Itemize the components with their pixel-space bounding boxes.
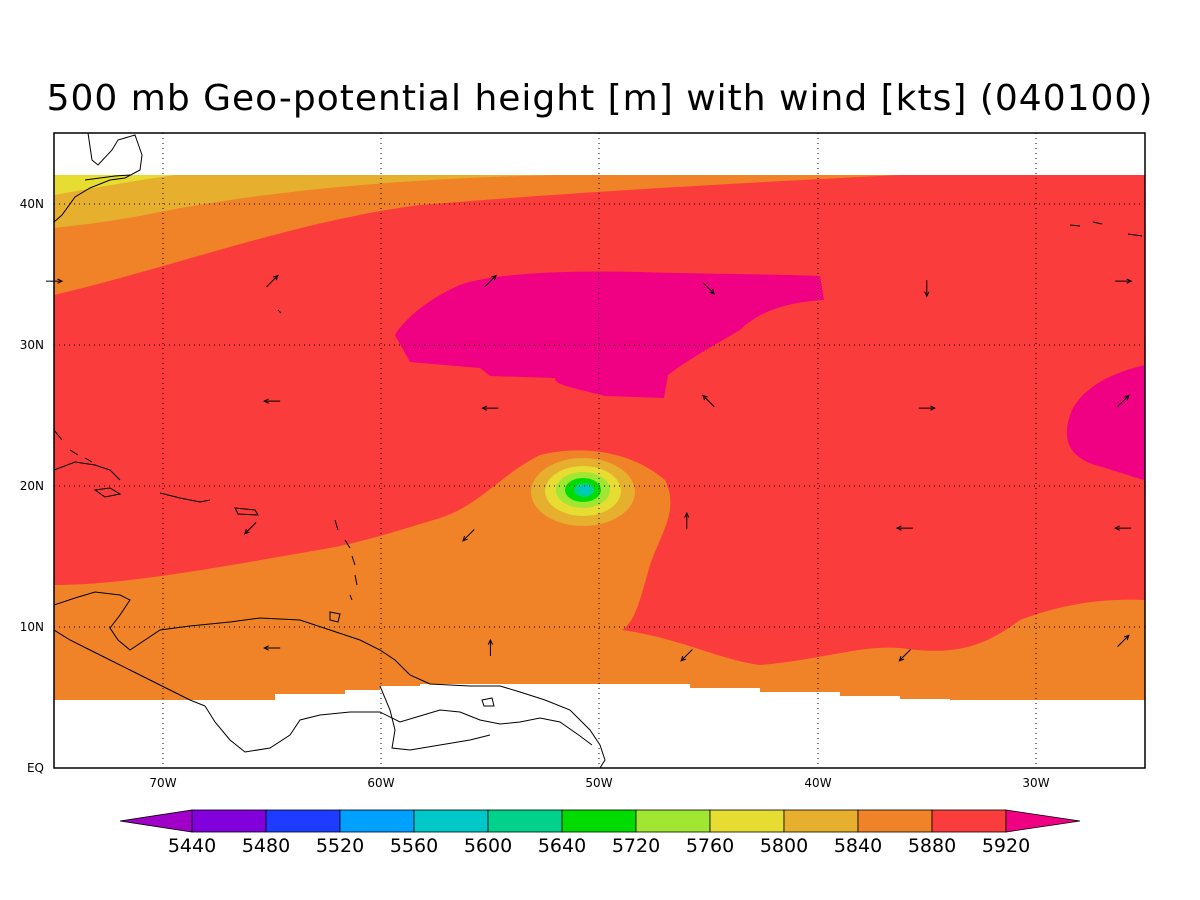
colorbar-swatch xyxy=(561,809,637,833)
wind-arrow xyxy=(924,280,930,298)
colorbar-swatch xyxy=(413,809,489,833)
band-5840-north xyxy=(54,175,560,228)
lon-label: 50W xyxy=(585,776,612,790)
colorbar xyxy=(119,809,1081,833)
map-title: 500 mb Geo-potential height [m] with win… xyxy=(46,78,1154,119)
coast-bahamas xyxy=(54,429,93,463)
wind-arrow xyxy=(702,282,716,295)
lat-label: EQ xyxy=(27,761,44,775)
lat-label: 30N xyxy=(20,338,44,352)
coastlines xyxy=(54,133,1143,768)
colorbar-swatch xyxy=(783,809,859,833)
lon-label: 30W xyxy=(1022,776,1049,790)
colorbar-swatch xyxy=(487,809,563,833)
wind-arrow xyxy=(1117,394,1130,408)
wind-arrow xyxy=(243,522,257,535)
graticule xyxy=(54,133,1145,768)
coast-hispaniola xyxy=(159,492,211,503)
colorbar-label: 5720 xyxy=(612,835,660,857)
wind-arrow xyxy=(266,274,279,288)
coast-lesser-antilles xyxy=(334,519,358,601)
wind-arrow xyxy=(462,529,475,542)
colorbar-swatch xyxy=(931,809,1007,833)
colorbar-label: 5640 xyxy=(538,835,586,857)
colorbar-label: 5800 xyxy=(760,835,808,857)
wind-arrow xyxy=(484,274,497,288)
band-5800-north xyxy=(54,175,175,195)
colorbar-label: 5880 xyxy=(908,835,956,857)
band-5880-south xyxy=(54,450,1145,700)
coast-long-island xyxy=(84,174,131,181)
colorbar-label: 5600 xyxy=(464,835,512,857)
coast-cuba xyxy=(54,461,121,481)
coast-azores xyxy=(1069,221,1143,237)
colorbar-label: 5440 xyxy=(168,835,216,857)
wind-arrow xyxy=(263,645,281,651)
lon-label: 60W xyxy=(367,776,394,790)
high-center-east xyxy=(1066,365,1145,480)
high-center-north xyxy=(395,271,824,398)
colorbar-labels: 5440 5480 5520 5560 5600 5640 5720 5760 … xyxy=(168,835,1030,857)
wind-arrow xyxy=(702,394,715,408)
wind-arrow xyxy=(898,649,911,662)
lon-axis-labels: 70W 60W 50W 40W 30W xyxy=(149,776,1049,790)
colorbar-under-triangle xyxy=(119,809,193,833)
lon-label: 70W xyxy=(149,776,176,790)
coast-jamaica xyxy=(93,487,122,498)
colorbar-swatch xyxy=(857,809,933,833)
colorbar-swatch xyxy=(339,809,415,833)
coast-north-america xyxy=(54,133,143,223)
colorbar-label: 5760 xyxy=(686,835,734,857)
wind-arrow xyxy=(481,405,499,411)
coast-island-33 xyxy=(277,309,282,314)
colorbar-over-triangle xyxy=(1005,809,1081,833)
lat-label: 10N xyxy=(20,620,44,634)
wind-arrow xyxy=(895,525,913,531)
cyclone-5600 xyxy=(580,486,590,494)
coast-south-america xyxy=(54,591,606,768)
colorbar-label: 5480 xyxy=(242,835,290,857)
coast-guianas xyxy=(379,685,491,751)
lat-label: 20N xyxy=(20,479,44,493)
lon-label: 40W xyxy=(804,776,831,790)
lat-label: 40N xyxy=(20,197,44,211)
wind-arrow xyxy=(684,511,690,530)
coast-venezuela-interior xyxy=(204,705,593,753)
colorbar-swatch xyxy=(191,809,267,833)
colorbar-swatch xyxy=(709,809,785,833)
wind-arrow xyxy=(263,398,281,404)
wind-arrow xyxy=(1114,525,1132,531)
coast-puerto-rico xyxy=(234,507,259,516)
wind-arrow xyxy=(1117,634,1130,648)
wind-arrow xyxy=(680,649,693,662)
band-5880-north xyxy=(54,175,900,295)
lat-axis-labels: EQ 10N 20N 30N 40N xyxy=(20,197,44,775)
colorbar-label: 5840 xyxy=(834,835,882,857)
colorbar-swatch xyxy=(265,809,341,833)
coast-trinidad xyxy=(329,611,341,623)
colorbar-label: 5520 xyxy=(316,835,364,857)
colorbar-swatch xyxy=(635,809,711,833)
wind-arrow xyxy=(1115,278,1133,284)
wind-arrow xyxy=(487,638,494,657)
plot-frame xyxy=(53,132,1146,769)
wind-arrow xyxy=(918,405,936,411)
coast-central-america xyxy=(54,629,206,707)
colorbar-label: 5920 xyxy=(982,835,1030,857)
missing-data-south xyxy=(54,684,1145,768)
height-field xyxy=(54,175,1145,768)
coast-suriname xyxy=(481,697,495,707)
colorbar-label: 5560 xyxy=(390,835,438,857)
